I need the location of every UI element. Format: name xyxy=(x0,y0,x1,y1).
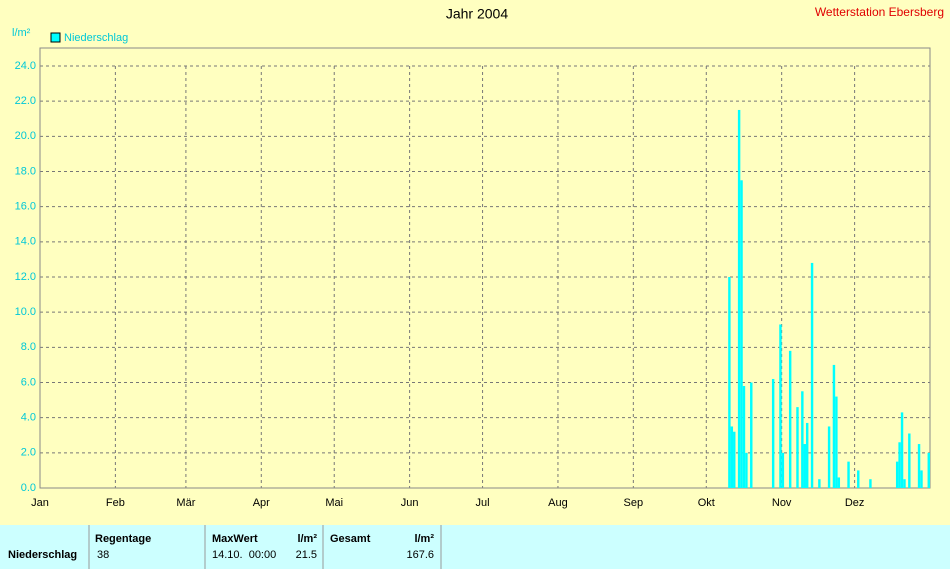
station: Wetterstation Ebersberg xyxy=(815,5,944,19)
table-header: l/m² xyxy=(297,533,317,545)
x-tick-label: Jul xyxy=(476,497,490,509)
y-tick-label: 2.0 xyxy=(21,447,36,459)
table-bg xyxy=(0,525,950,569)
bar xyxy=(895,461,899,488)
x-tick-label: Okt xyxy=(698,497,715,509)
bar xyxy=(745,452,748,488)
y-tick-label: 10.0 xyxy=(15,306,36,318)
bar xyxy=(927,452,930,488)
bar xyxy=(903,479,906,488)
plot-frame xyxy=(39,47,931,489)
legend-swatch xyxy=(50,32,61,43)
y-tick-label: 18.0 xyxy=(15,165,36,177)
table-header: Gesamt xyxy=(330,533,371,545)
table-header: Regentage xyxy=(95,533,151,545)
table-cell: 21.5 xyxy=(296,549,317,561)
legend-label: Niederschlag xyxy=(64,32,128,44)
x-tick-label: Mär xyxy=(176,497,195,509)
bar xyxy=(796,407,799,488)
bar xyxy=(742,386,746,488)
x-tick-label: Feb xyxy=(106,497,125,509)
bar xyxy=(750,382,753,488)
bar xyxy=(730,426,734,488)
bar xyxy=(832,364,836,488)
table-cell: Niederschlag xyxy=(8,549,77,561)
y-tick-label: 16.0 xyxy=(15,201,36,213)
x-tick-label: Mai xyxy=(325,497,343,509)
y-tick-label: 24.0 xyxy=(15,60,36,72)
bar xyxy=(900,412,904,488)
table-header: MaxWert xyxy=(212,533,258,545)
bar xyxy=(837,477,841,488)
bar xyxy=(728,277,731,488)
y-tick-label: 14.0 xyxy=(15,236,36,248)
table-cell: 167.6 xyxy=(406,549,434,561)
bar xyxy=(917,444,921,488)
bar xyxy=(810,262,814,488)
bar xyxy=(737,109,741,488)
bar xyxy=(869,479,872,488)
table-header: l/m² xyxy=(414,533,434,545)
bar xyxy=(847,461,850,488)
y-tick-label: 0.0 xyxy=(21,482,36,494)
bar xyxy=(781,452,785,488)
y-tick-label: 8.0 xyxy=(21,341,36,353)
x-tick-label: Apr xyxy=(253,497,270,509)
bar xyxy=(908,433,911,488)
y-axis-label: l/m² xyxy=(12,27,31,39)
bar xyxy=(779,324,782,488)
bar xyxy=(898,442,901,488)
bar xyxy=(803,444,806,488)
bar xyxy=(920,470,923,488)
y-tick-label: 12.0 xyxy=(15,271,36,283)
chart-title: Jahr 2004 xyxy=(446,6,508,22)
x-tick-label: Nov xyxy=(772,497,792,509)
background xyxy=(0,0,950,525)
x-tick-label: Sep xyxy=(624,497,644,509)
x-tick-label: Jun xyxy=(401,497,419,509)
bar xyxy=(788,350,792,488)
y-tick-label: 22.0 xyxy=(15,95,36,107)
x-tick-label: Aug xyxy=(548,497,568,509)
bar xyxy=(805,422,809,488)
y-tick-label: 6.0 xyxy=(21,376,36,388)
y-tick-label: 20.0 xyxy=(15,130,36,142)
bar xyxy=(740,180,743,488)
bar xyxy=(771,378,775,488)
y-tick-label: 4.0 xyxy=(21,412,36,424)
bar xyxy=(857,470,860,488)
bar xyxy=(835,396,838,488)
x-tick-label: Dez xyxy=(845,497,865,509)
bar xyxy=(733,431,736,488)
table-cell: 38 xyxy=(97,549,109,561)
bar xyxy=(801,391,804,488)
x-tick-label: Jan xyxy=(31,497,49,509)
bar xyxy=(818,479,821,488)
table-cell: 14.10. 00:00 xyxy=(212,549,276,561)
bar xyxy=(827,426,831,488)
